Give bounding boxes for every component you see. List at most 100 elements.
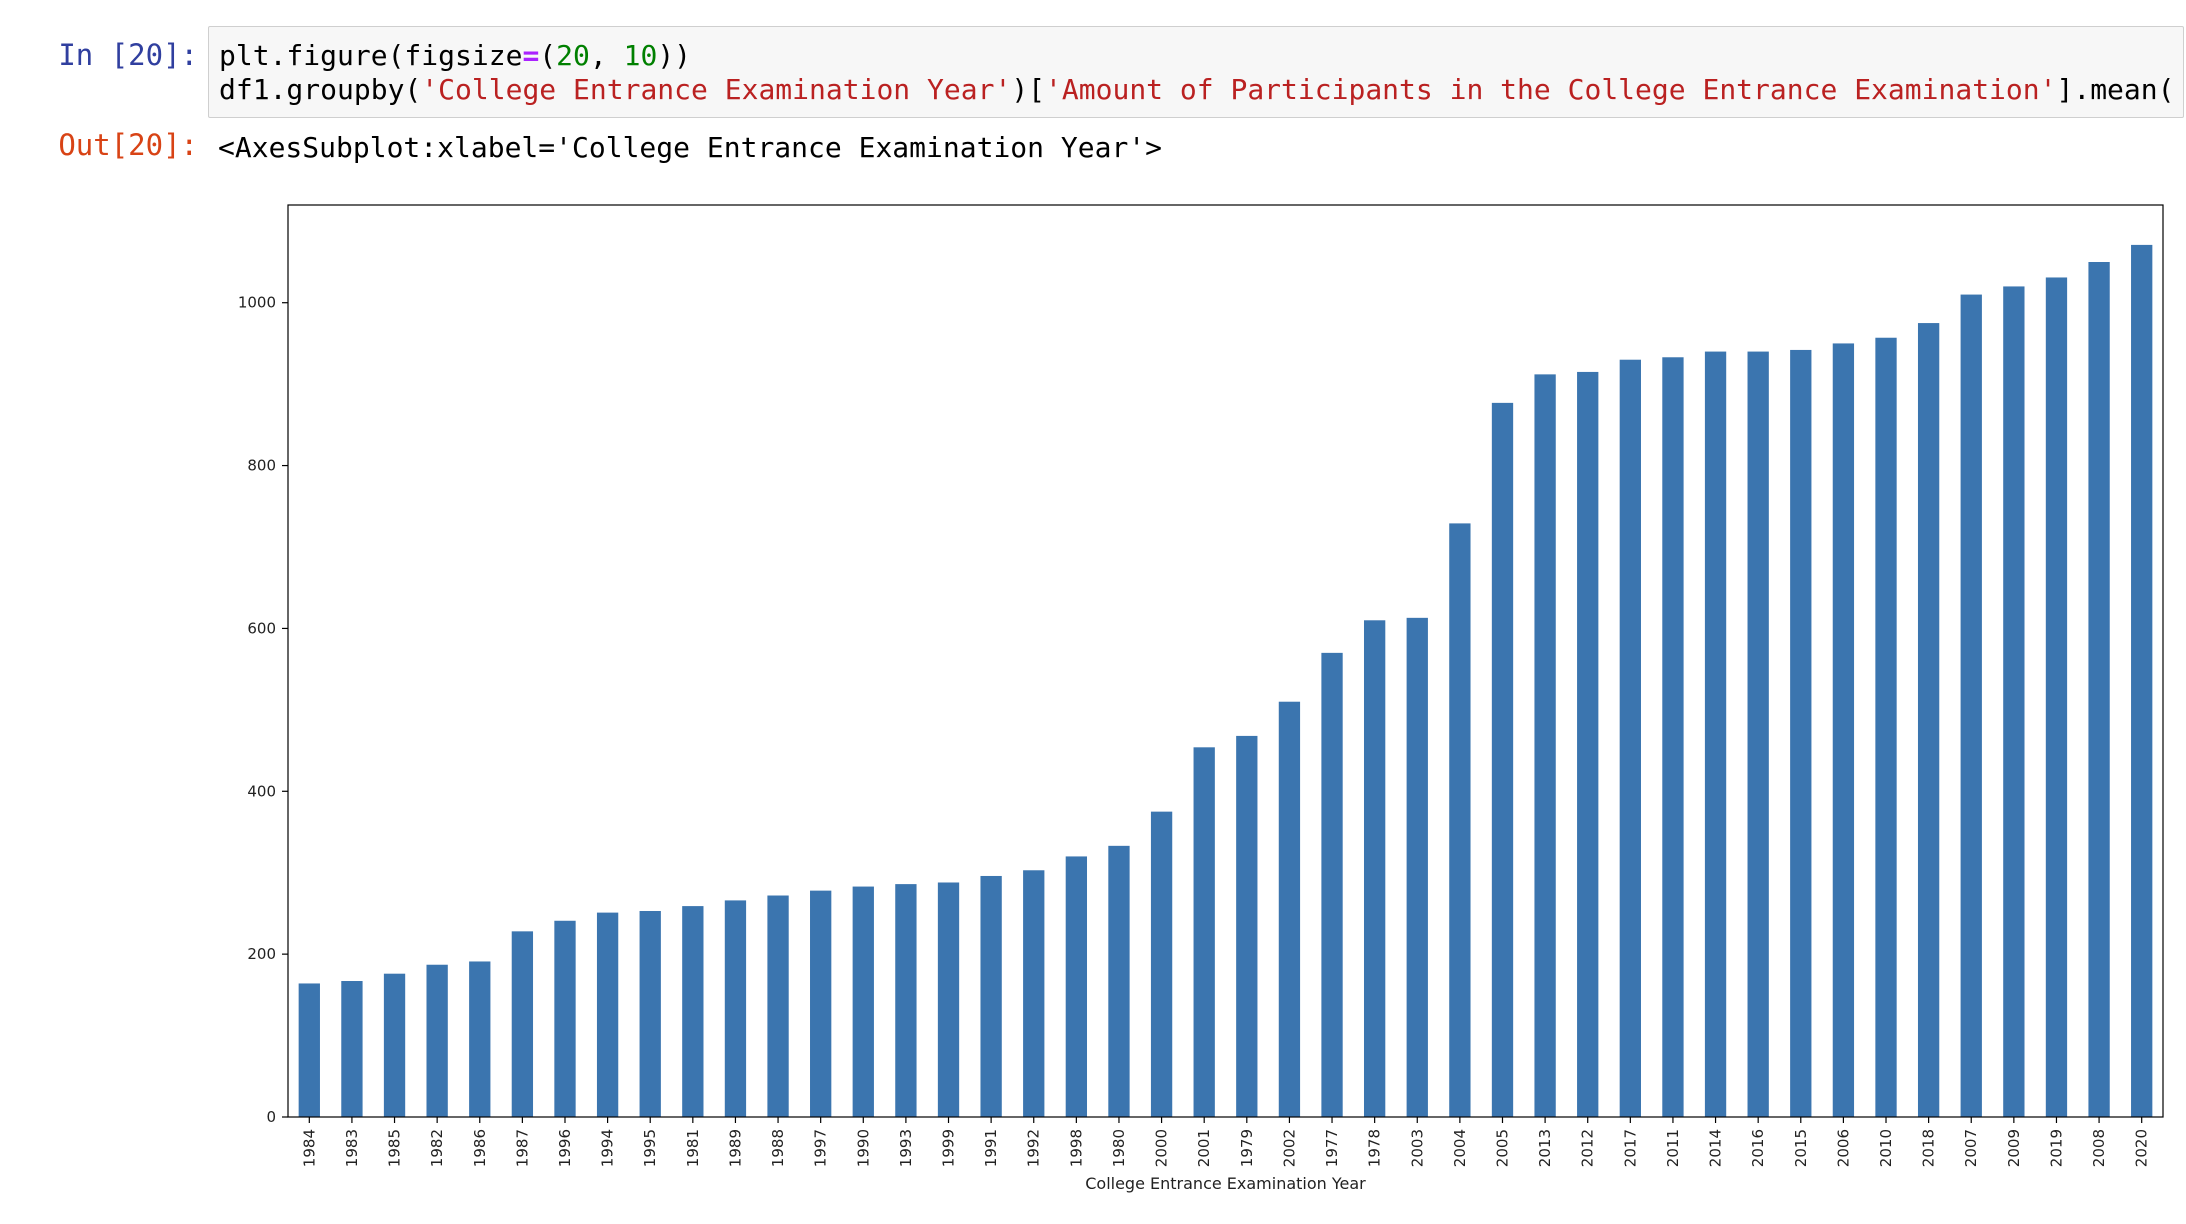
code-token-operator: =	[522, 39, 540, 72]
x-tick-label-2012: 2012	[1579, 1129, 1597, 1167]
x-tick-label-2020: 2020	[2133, 1129, 2151, 1167]
x-tick-label-1992: 1992	[1025, 1129, 1043, 1167]
code-token-number: 10	[623, 39, 658, 72]
y-tick-label-1000: 1000	[238, 294, 276, 312]
code-cell-input[interactable]: plt.figure(figsize=(20, 10)) df1.groupby…	[208, 26, 2184, 118]
bar-1985	[383, 973, 406, 1117]
x-tick-label-2019: 2019	[2047, 1129, 2065, 1167]
input-prompt: In [20]:	[58, 38, 198, 72]
x-tick-label-2017: 2017	[1621, 1129, 1639, 1167]
code-token-string: 'College Entrance Examination Year'	[421, 73, 1012, 106]
bar-2007	[1960, 294, 1982, 1117]
bar-2002	[1278, 701, 1301, 1117]
bar-2008	[2088, 262, 2110, 1117]
bar-2016	[1747, 351, 1769, 1117]
bar-2001	[1193, 747, 1215, 1117]
bar-1981	[682, 906, 704, 1117]
bar-2004	[1449, 523, 1471, 1117]
code-token: plt.figure(figsize	[219, 39, 523, 72]
x-tick-label-1988: 1988	[769, 1129, 787, 1167]
x-tick-label-1991: 1991	[982, 1129, 1000, 1167]
x-tick-label-2004: 2004	[1451, 1129, 1469, 1167]
x-tick-label-1982: 1982	[428, 1129, 446, 1167]
code-token: df1.groupby(	[219, 73, 422, 106]
code-token: (	[539, 39, 557, 72]
x-tick-label-1981: 1981	[684, 1129, 702, 1167]
x-tick-label-1977: 1977	[1323, 1129, 1341, 1167]
x-tick-label-1985: 1985	[386, 1129, 404, 1167]
bar-2012	[1577, 371, 1599, 1117]
bar-2006	[1832, 343, 1855, 1117]
code-token: ,	[589, 39, 624, 72]
bar-1986	[469, 961, 491, 1117]
y-tick-label-600: 600	[247, 619, 276, 637]
bar-1995	[639, 910, 661, 1117]
bar-1984	[298, 983, 320, 1117]
x-tick-label-2011: 2011	[1664, 1129, 1682, 1167]
x-tick-label-1979: 1979	[1238, 1129, 1256, 1167]
bar-2010	[1875, 337, 1897, 1118]
x-tick-label-2002: 2002	[1280, 1129, 1298, 1167]
code-line-1: plt.figure(figsize=(20, 10))	[219, 39, 691, 73]
bar-2014	[1704, 351, 1727, 1117]
bar-2019	[2045, 277, 2068, 1118]
bar-1987	[511, 931, 534, 1117]
x-tick-label-2007: 2007	[1962, 1129, 1980, 1167]
x-tick-label-2018: 2018	[1920, 1129, 1938, 1167]
bar-1998	[1065, 856, 1088, 1117]
bar-1977	[1321, 652, 1343, 1117]
y-tick-label-200: 200	[247, 945, 276, 963]
bar-1991	[980, 875, 1002, 1117]
x-tick-label-2014: 2014	[1707, 1129, 1725, 1167]
x-tick-label-1990: 1990	[854, 1129, 872, 1167]
bar-1992	[1023, 870, 1045, 1117]
bar-1993	[895, 884, 917, 1117]
x-tick-label-1980: 1980	[1110, 1129, 1128, 1167]
x-tick-label-2013: 2013	[1536, 1129, 1554, 1167]
x-tick-label-2010: 2010	[1877, 1129, 1895, 1167]
x-tick-label-1995: 1995	[641, 1129, 659, 1167]
bar-2018	[1917, 323, 1940, 1117]
bar-1996	[554, 920, 576, 1117]
bar-2000	[1150, 811, 1173, 1117]
bar-2013	[1534, 374, 1556, 1117]
bar-1979	[1236, 735, 1258, 1117]
x-tick-label-1987: 1987	[513, 1129, 531, 1167]
code-token: ))	[657, 39, 692, 72]
x-tick-label-2006: 2006	[1834, 1129, 1852, 1167]
code-token: )[	[1011, 73, 1046, 106]
bar-1988	[767, 895, 789, 1117]
x-tick-label-1999: 1999	[940, 1129, 958, 1167]
y-tick-label-800: 800	[247, 457, 276, 475]
bar-2020	[2131, 244, 2153, 1117]
x-tick-label-1986: 1986	[471, 1129, 489, 1167]
code-token-number: 20	[556, 39, 590, 72]
x-tick-label-1978: 1978	[1366, 1129, 1384, 1167]
bar-2017	[1619, 359, 1641, 1118]
code-line-2: df1.groupby('College Entrance Examinatio…	[219, 73, 2175, 107]
x-tick-label-1993: 1993	[897, 1129, 915, 1167]
x-tick-label-1984: 1984	[300, 1129, 318, 1167]
y-tick-label-400: 400	[247, 782, 276, 800]
bar-2015	[1790, 349, 1812, 1117]
bar-1983	[341, 981, 363, 1117]
x-tick-label-1994: 1994	[599, 1129, 617, 1167]
output-prompt: Out[20]:	[58, 128, 198, 162]
x-tick-label-2001: 2001	[1195, 1129, 1213, 1167]
code-token-string: 'Amount of Participants in the College E…	[1045, 73, 2057, 106]
bar-1989	[724, 900, 747, 1117]
x-tick-label-1998: 1998	[1067, 1129, 1085, 1167]
x-axis-title: College Entrance Examination Year	[1085, 1174, 1366, 1193]
bar-1982	[426, 964, 448, 1117]
code-token: ].mean(	[2056, 73, 2175, 106]
bar-1994	[596, 912, 619, 1117]
x-tick-label-2016: 2016	[1749, 1129, 1767, 1167]
x-tick-label-2008: 2008	[2090, 1129, 2108, 1167]
output-text: <AxesSubplot:xlabel='College Entrance Ex…	[218, 131, 1163, 164]
x-tick-label-1983: 1983	[343, 1129, 361, 1167]
bar-1997	[810, 890, 832, 1117]
bar-1980	[1108, 845, 1130, 1117]
y-tick-label-0: 0	[266, 1108, 276, 1126]
x-tick-label-1996: 1996	[556, 1129, 574, 1167]
